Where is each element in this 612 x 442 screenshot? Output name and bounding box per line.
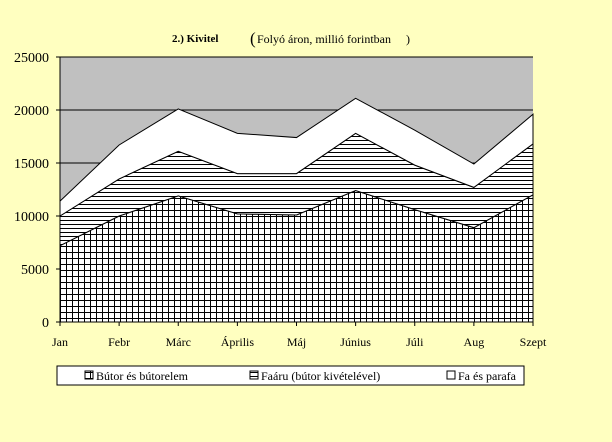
chart-subtitle-close-paren: ) bbox=[406, 32, 410, 46]
legend-label-1: Bútor és bútorelem bbox=[96, 369, 189, 383]
legend-swatch-2 bbox=[249, 370, 259, 380]
x-tick-label-Márc: Márc bbox=[166, 335, 191, 349]
y-tick-label-15000: 15000 bbox=[14, 157, 49, 172]
x-tick-label-Júli: Júli bbox=[406, 335, 424, 349]
x-tick-label-Aug: Aug bbox=[464, 335, 485, 349]
legend-label-3: Fa és parafa bbox=[458, 369, 517, 383]
legend: Bútor és bútorelem Faáru (bútor kivételév… bbox=[56, 365, 525, 386]
chart-subtitle-open-paren: ( bbox=[250, 29, 256, 48]
y-tick-label-25000: 25000 bbox=[14, 51, 49, 66]
x-tick-label-Szept: Szept bbox=[520, 335, 547, 349]
y-tick-label-0: 0 bbox=[42, 316, 49, 331]
legend-swatch-1 bbox=[84, 370, 94, 380]
legend-swatch-3 bbox=[446, 370, 456, 380]
legend-label-2: Faáru (bútor kivételével) bbox=[261, 369, 380, 383]
x-tick-label-Jan: Jan bbox=[52, 335, 68, 349]
legend-box bbox=[56, 365, 525, 386]
y-tick-label-20000: 20000 bbox=[14, 104, 49, 119]
x-tick-label-Febr: Febr bbox=[108, 335, 130, 349]
y-axis-ticks: 0 5000 10000 15000 20000 25000 bbox=[14, 51, 60, 331]
x-tick-label-Június: Június bbox=[340, 335, 371, 349]
x-tick-label-Április: Április bbox=[221, 335, 255, 349]
x-axis-ticks: Jan Febr Márc Április Máj Június Júli Aug Szept bbox=[52, 322, 547, 349]
chart-title-text: 2.) Kivitel bbox=[172, 33, 218, 45]
area-series-3 bbox=[59, 97, 534, 217]
x-tick-label-Máj: Máj bbox=[287, 335, 306, 349]
y-tick-label-5000: 5000 bbox=[21, 263, 49, 278]
chart-subtitle-text: Folyó áron, millió forintban bbox=[257, 32, 391, 46]
y-tick-label-10000: 10000 bbox=[14, 210, 49, 225]
chart-title: 2.) Kivitel ( Folyó áron, millió forintb… bbox=[172, 29, 410, 48]
